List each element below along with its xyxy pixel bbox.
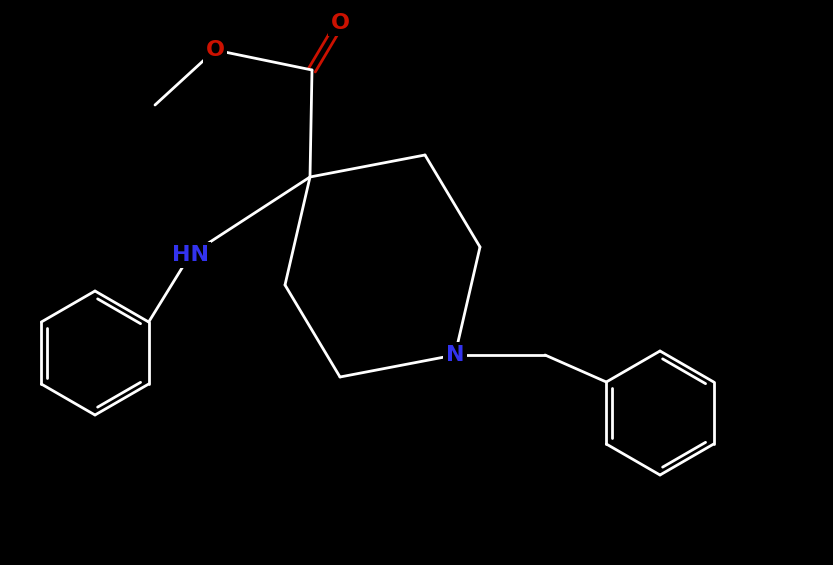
Text: O: O — [206, 40, 225, 60]
Text: N: N — [446, 345, 464, 365]
Text: HN: HN — [172, 245, 208, 265]
Text: O: O — [331, 13, 350, 33]
